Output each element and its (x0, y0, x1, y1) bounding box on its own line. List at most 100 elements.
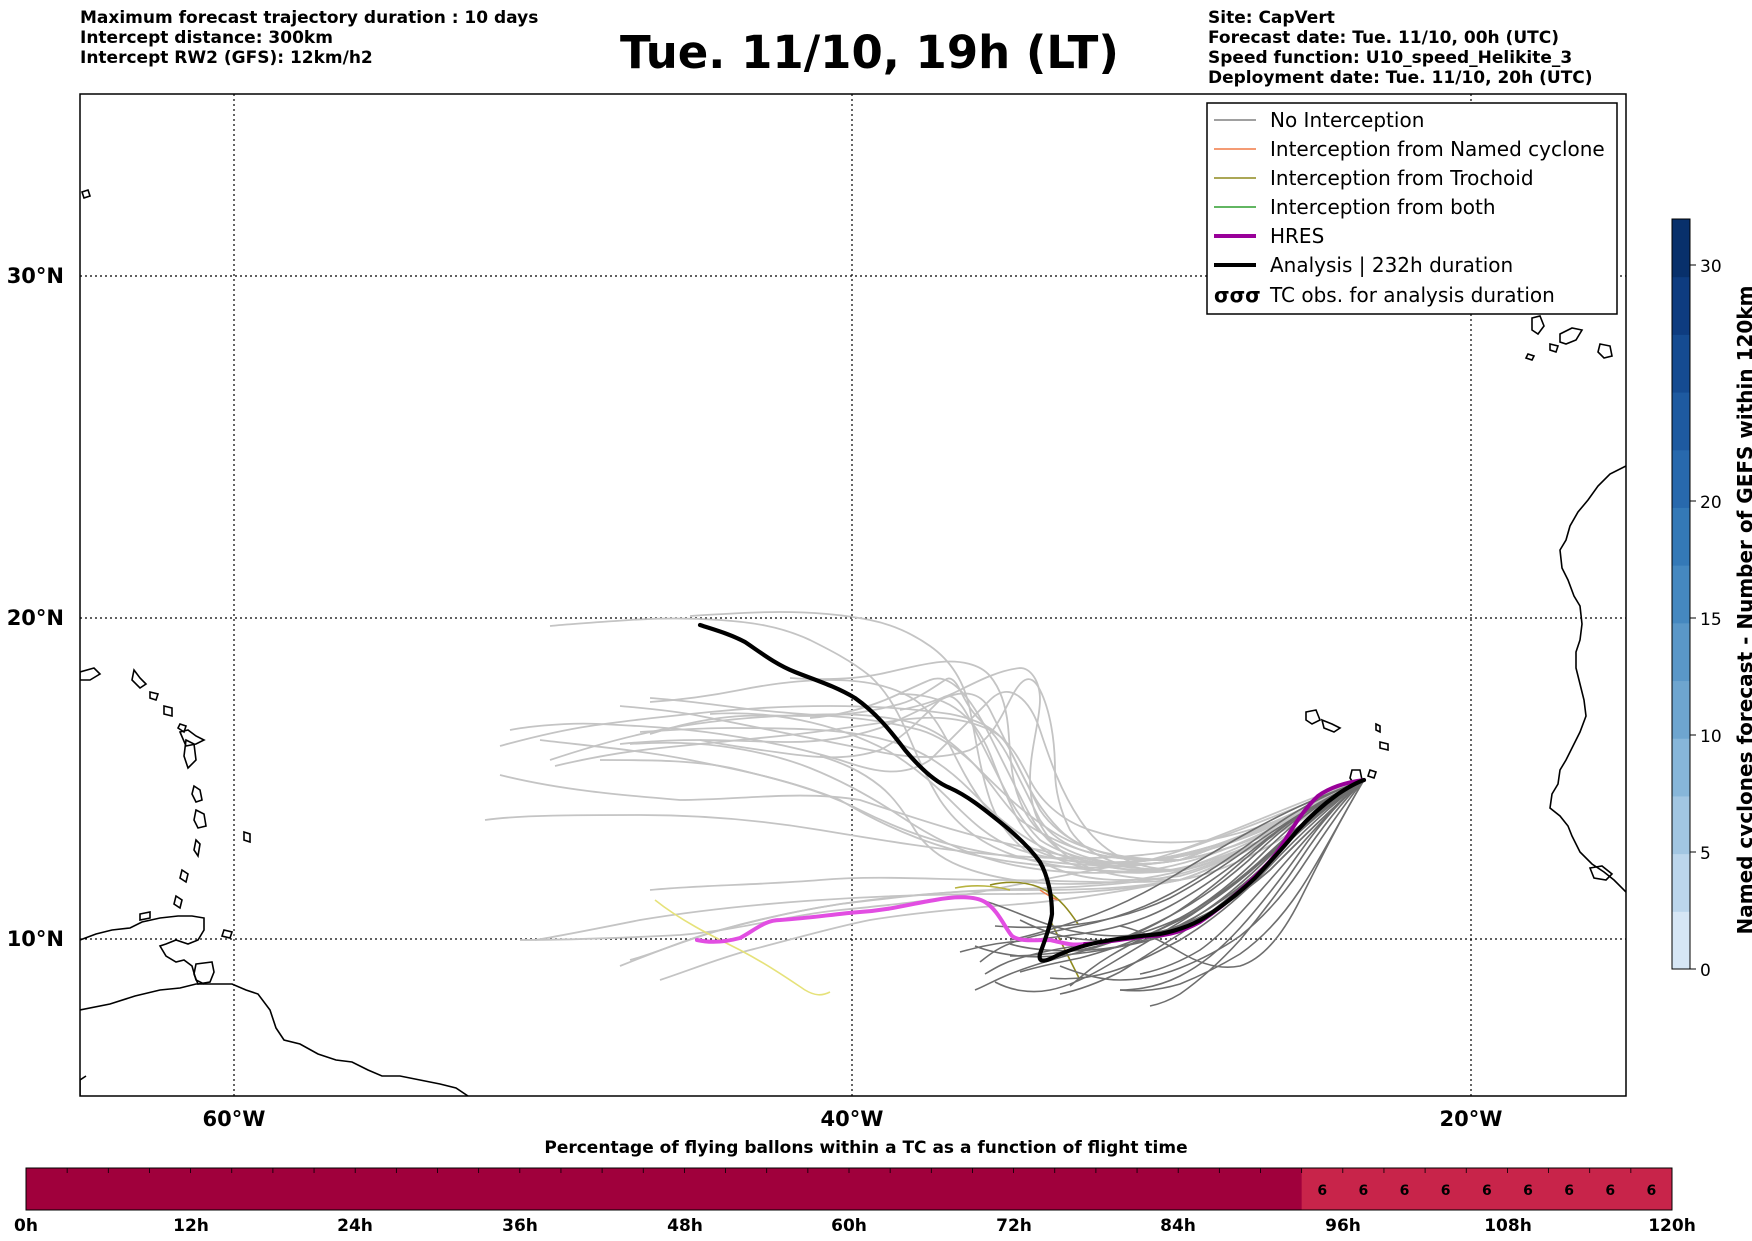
timebar-cell (26, 1168, 68, 1210)
timebar-cell (1013, 1168, 1056, 1210)
cape-verde-1 (1305, 709, 1322, 725)
timebar-tick-60h: 60h (831, 1216, 867, 1236)
trajectory-dark-13 (1009, 779, 1365, 941)
martinique-island (193, 808, 207, 829)
trochoid-trajectory-2 (989, 881, 1079, 925)
axis-labels: 30°N 20°N 10°N 60°W 40°W 20°W (7, 264, 1503, 1131)
timebar-tick-84h: 84h (1160, 1216, 1196, 1236)
trajectory-dark-9 (1119, 779, 1365, 969)
deployment-date-text: Deployment date: Tue. 11/10, 20h (UTC) (1208, 68, 1593, 88)
trajectory-light-1 (499, 774, 1365, 871)
timebar-ticks: 0h 12h 24h 36h 48h 60h 72h 84h 96h 108h … (14, 1216, 1696, 1236)
legend-label-tc-obs: TC obs. for analysis duration (1269, 283, 1555, 307)
timebar-cell-label: 6 (1482, 1183, 1492, 1199)
cape-verde-4 (1379, 740, 1389, 752)
st-lucia-island (193, 838, 201, 859)
timebar-cell (1548, 1168, 1591, 1210)
timebar-cell-label: 6 (1400, 1183, 1410, 1199)
trajectory-light-27 (649, 679, 1365, 865)
bissagos-islands (1588, 865, 1614, 881)
colorbar-block (1672, 392, 1690, 451)
colorbar-tick-30: 30 (1700, 257, 1722, 277)
legend-tc-symbol-icon: σσσ (1214, 283, 1261, 307)
timebar-cell (931, 1168, 973, 1210)
timebar-cell (849, 1168, 891, 1210)
analysis-trajectory (697, 622, 1367, 963)
trajectory-light-2 (484, 779, 1365, 860)
timebar-cell (1383, 1168, 1426, 1210)
timebar-cell (1260, 1168, 1303, 1210)
trajectory-light-24 (789, 660, 1365, 865)
dominica-island (191, 784, 203, 803)
colorbar-block (1672, 853, 1690, 912)
canary-island-4 (1549, 342, 1560, 354)
legend-label-named-cyclone: Interception from Named cyclone (1270, 137, 1605, 161)
timebar-tick-36h: 36h (502, 1216, 538, 1236)
timebar-tick-108h: 108h (1484, 1216, 1532, 1236)
colorbar-block (1672, 680, 1690, 739)
colorbar-tick-marks (1690, 264, 1696, 970)
timebar-cell (478, 1168, 521, 1210)
trajectory-dark-5 (969, 779, 1365, 937)
canary-island-1 (1531, 315, 1545, 336)
canary-island-5 (1524, 353, 1536, 361)
timebar-title: Percentage of flying ballons within a TC… (544, 1138, 1187, 1158)
colorbar-block (1672, 795, 1690, 855)
timebar-cell-label: 6 (1441, 1183, 1451, 1199)
trajectory-dark-17 (1049, 779, 1365, 980)
colorbar-label: Named cyclones forecast - Number of GEFS… (1733, 286, 1752, 935)
timebar-cell (766, 1168, 809, 1210)
lon-label-20w: 20°W (1440, 1107, 1503, 1131)
trajectory-dark-4 (1119, 779, 1365, 992)
montserrat-island (176, 723, 188, 734)
trajectory-light-30 (629, 741, 1365, 874)
timebar-tick-96h: 96h (1325, 1216, 1361, 1236)
timebar-cell (1301, 1168, 1344, 1210)
cape-verde-2 (1320, 718, 1342, 733)
timebar-cell (67, 1168, 109, 1210)
lat-label-30n: 30°N (7, 264, 64, 288)
lesser-antilles (183, 738, 197, 770)
timebar-cell (807, 1168, 850, 1210)
timebar-cell (1054, 1168, 1097, 1210)
timebar-cell (684, 1168, 727, 1210)
trochoid-trajectory-4 (954, 885, 1011, 891)
colorbar-block (1672, 622, 1690, 682)
legend-label-hres: HRES (1270, 224, 1324, 248)
colorbar-block (1672, 276, 1690, 335)
trajectory-dark-12 (1149, 779, 1365, 1007)
timebar-cell (890, 1168, 932, 1210)
timebar-cell (1425, 1168, 1467, 1210)
timebar-cell (1507, 1168, 1550, 1210)
timebar-cell (314, 1168, 356, 1210)
trajectory-light-16 (639, 727, 1365, 872)
timebar-tick-24h: 24h (337, 1216, 373, 1236)
map-area (80, 94, 1626, 1096)
colorbar-block (1672, 911, 1690, 970)
colorbar-block (1672, 219, 1690, 278)
timebar-cell (725, 1168, 768, 1210)
max-duration-text: Maximum forecast trajectory duration : 1… (80, 8, 539, 28)
header-info-right: Site: CapVert Forecast date: Tue. 11/10,… (1208, 8, 1593, 88)
trajectory-dark-20 (959, 779, 1365, 953)
colorbar-tick-10: 10 (1700, 727, 1722, 747)
timebar-cell (1219, 1168, 1261, 1210)
colorbar-ticks: 0 5 10 15 20 30 (1700, 257, 1722, 981)
timebar-cell (231, 1168, 274, 1210)
colorbar-tick-0: 0 (1700, 961, 1711, 981)
timebar-cell (396, 1168, 438, 1210)
grenada-island (173, 894, 183, 910)
intercept-distance-text: Intercept distance: 300km (80, 28, 333, 48)
lon-label-60w: 60°W (203, 1107, 266, 1131)
legend-box (1206, 102, 1618, 315)
intercept-rw2-text: Intercept RW2 (GFS): 12km/h2 (80, 48, 373, 68)
header-info-left: Maximum forecast trajectory duration : 1… (80, 8, 538, 68)
speed-function-text: Speed function: U10_speed_Helikite_3 (1208, 48, 1573, 68)
forecast-date-text: Forecast date: Tue. 11/10, 00h (UTC) (1208, 28, 1559, 48)
timebar-tick-120h: 120h (1648, 1216, 1696, 1236)
virgin-islands (80, 667, 102, 681)
colorbar-block (1672, 449, 1690, 508)
small-island-1 (139, 911, 151, 921)
timebar-cell (560, 1168, 603, 1210)
timebar-tick-0h: 0h (14, 1216, 38, 1236)
